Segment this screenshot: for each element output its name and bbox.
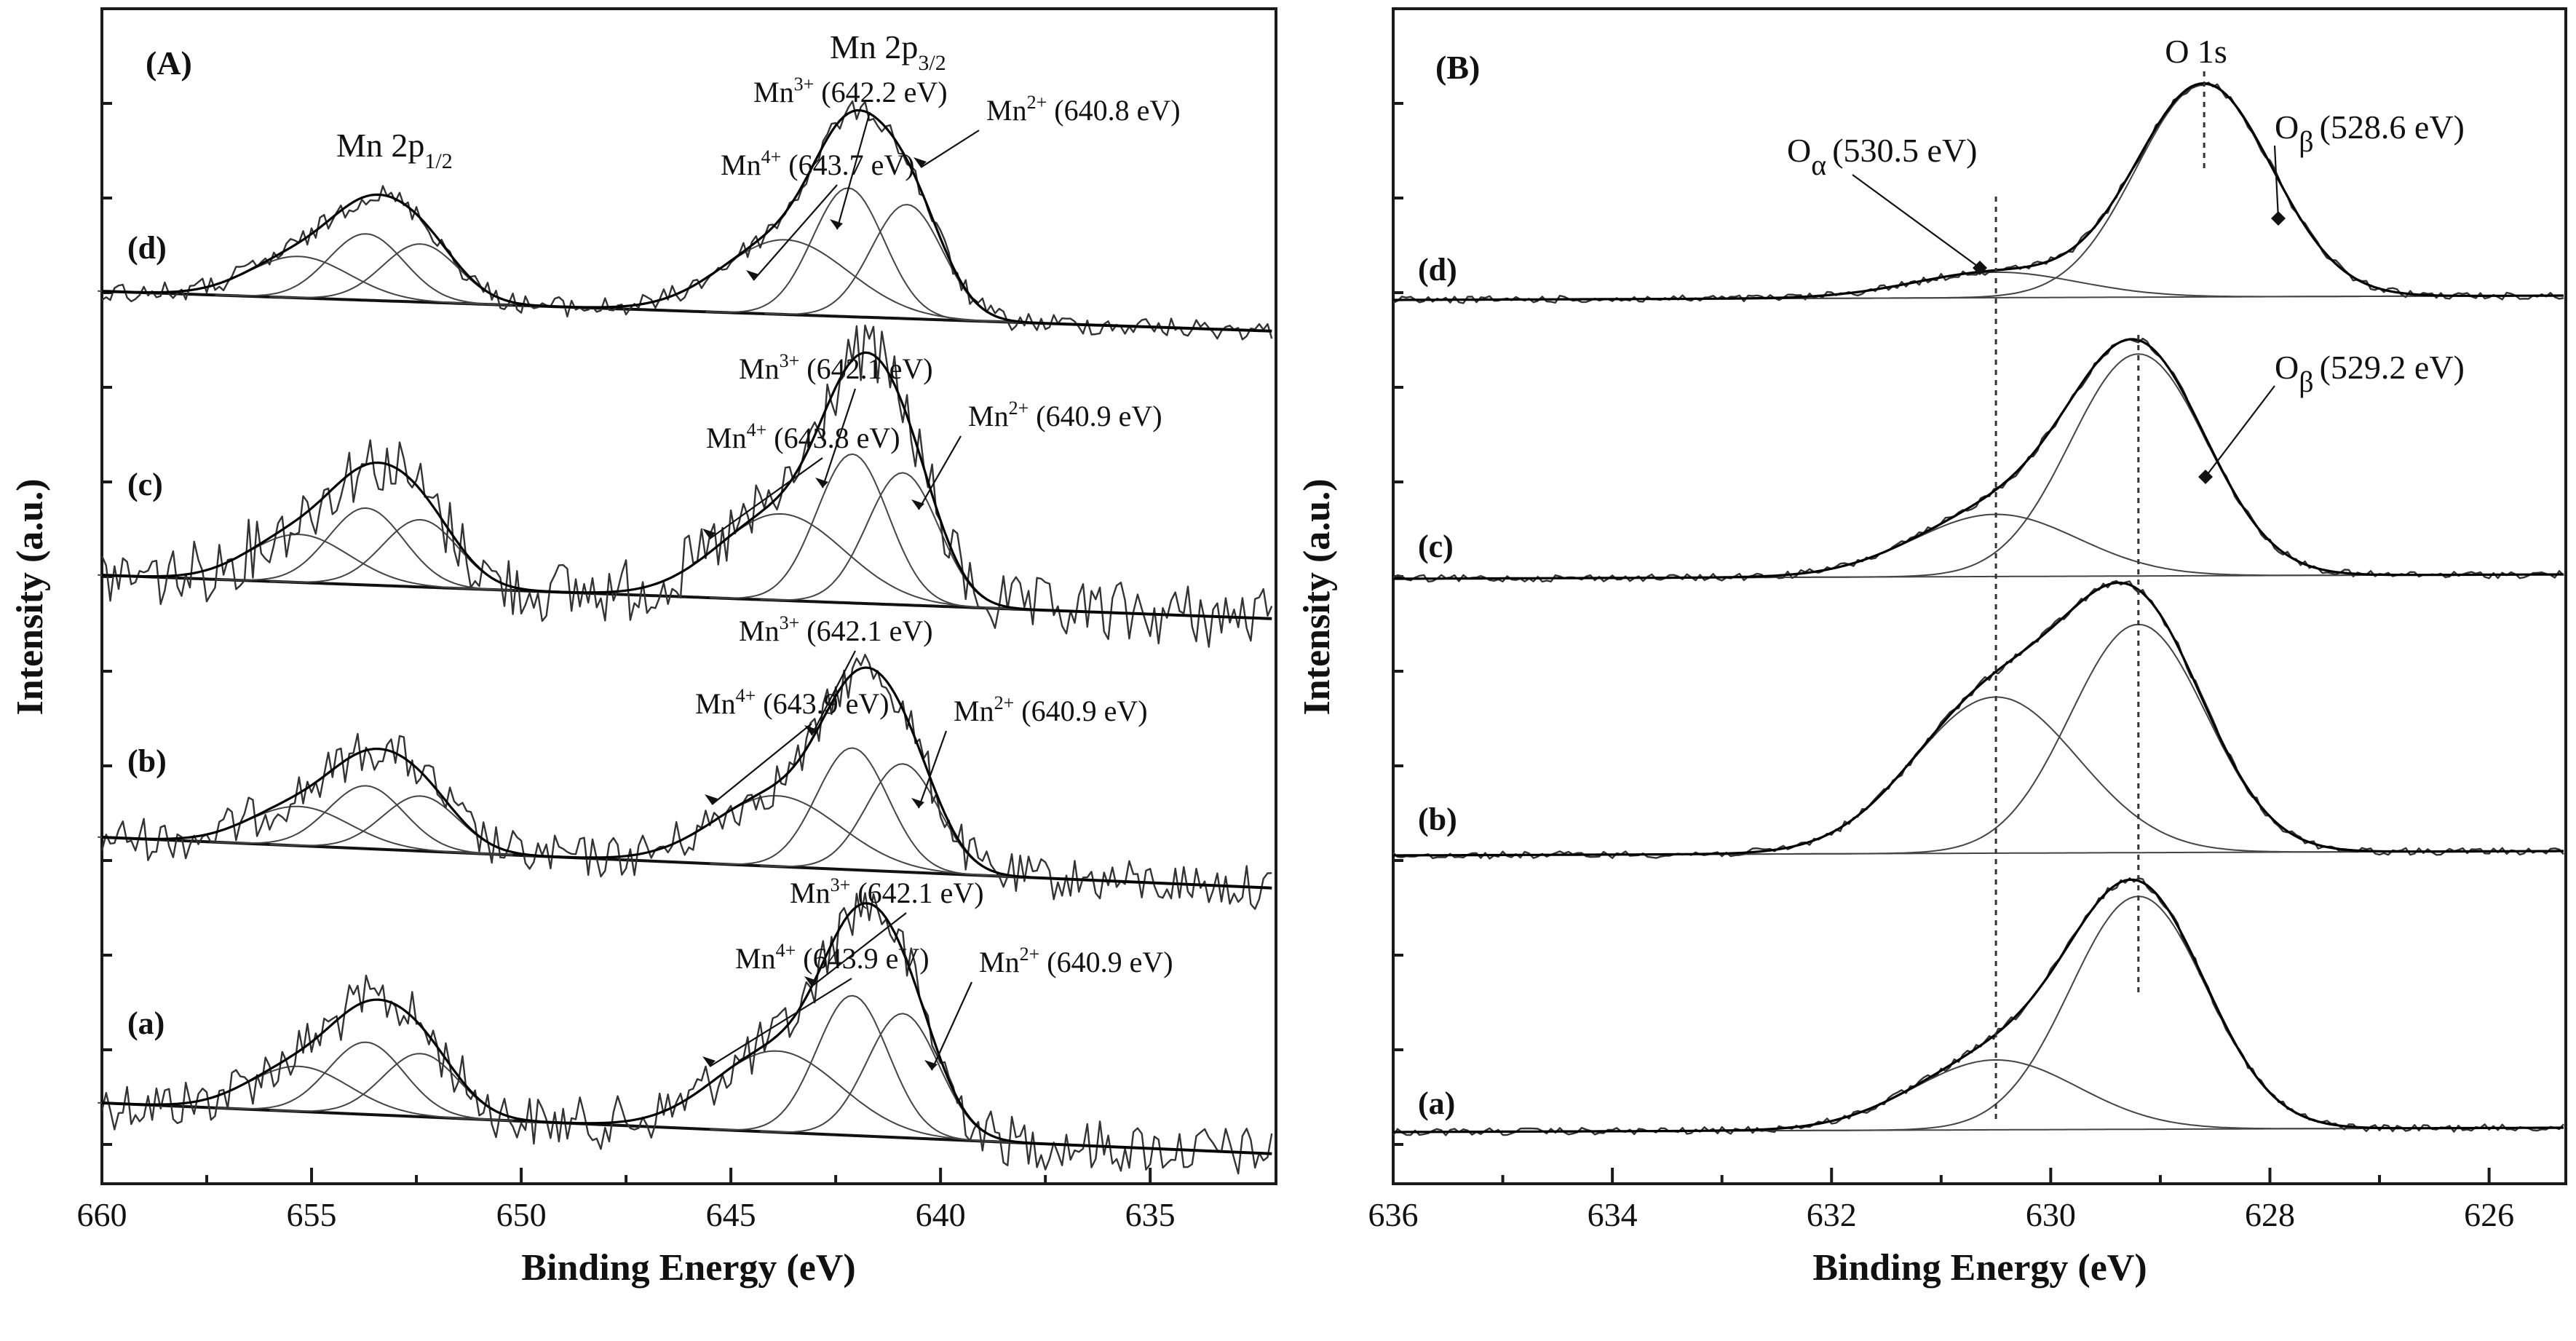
panel-a-arrow-head (702, 1056, 716, 1067)
panel-b-peak-label: Oβ (529.2 eV) (2275, 349, 2465, 398)
panel-a-arrow-head (804, 725, 817, 735)
panel-b-trace-label: (a) (1418, 1085, 1455, 1121)
panel-a-peak-label: Mn2+ (640.9 eV) (968, 397, 1162, 432)
panel-a-peak-label: Mn3+ (642.2 eV) (753, 74, 948, 108)
panel-a-fit-envelope-(b) (101, 666, 1272, 890)
panel-a-x-tick-label: 645 (706, 1196, 756, 1233)
panel-a-arrow-head (702, 529, 716, 539)
panel-b-arrow-head (2198, 470, 2213, 484)
panel-a-leader-line (709, 457, 823, 539)
panel-b-x-axis-label: Binding Energy (eV) (1812, 1247, 2147, 1289)
panel-a-trace-label: (c) (127, 467, 163, 502)
panel-a-leader-line (918, 435, 962, 510)
panel-b-frame (1392, 7, 2567, 1185)
panel-a-component-peak (215, 785, 513, 856)
panel-a-component-peak (705, 187, 987, 323)
panel-b-peak-label: Oα (530.5 eV) (1787, 132, 1977, 181)
panel-a-peak-label: Mn3+ (642.1 eV) (790, 874, 984, 909)
panel-a-component-peak (710, 747, 991, 877)
panel-a-leader-line (711, 723, 812, 805)
panel-a-peak-label: Mn3+ (642.1 eV) (739, 612, 933, 647)
panel-a-leader-line (920, 130, 980, 168)
panel-a-leader-line (836, 111, 871, 230)
panel-b-title: O 1s (2165, 33, 2227, 70)
panel-b-fit-envelope-(a) (1393, 878, 2564, 1134)
panel-a-leader-line (930, 981, 973, 1071)
panel-b-arrow-head (2271, 211, 2286, 226)
panel-a-arrow-head (924, 1060, 938, 1070)
panel-a-leader-line (811, 912, 907, 987)
panel-a-arrow-head (911, 499, 924, 510)
panel-b-arrow-head (1973, 261, 1987, 275)
panel-a-component-peak (215, 233, 513, 306)
panel-a-trace-label: (b) (127, 743, 167, 779)
panel-b-x-tick-label: 632 (1807, 1196, 1857, 1233)
panel-a-peak-label: Mn2+ (640.9 eV) (979, 944, 1173, 978)
panel-a-leader-line (811, 650, 856, 736)
panel-b-trace-label: (b) (1418, 802, 1457, 837)
panel-b-leader-line (2205, 385, 2275, 478)
panel-a-peak-label: Mn4+ (643.9 eV) (695, 685, 889, 720)
panel-b-trace-label: (d) (1418, 252, 1457, 288)
panel-a-x-tick-label: 660 (77, 1196, 127, 1233)
panel-a-x-tick-label: 640 (916, 1196, 966, 1233)
panel-a-leader-line (821, 388, 857, 488)
panel-a-peak-label: Mn4+ (643.8 eV) (706, 419, 900, 454)
panel-b-fit-envelope-(c) (1393, 338, 2564, 580)
panel-a-fit-envelope-(d) (101, 108, 1272, 333)
panel-b-leader-line (2273, 145, 2280, 219)
panel-b-fit-envelope-(b) (1393, 581, 2564, 857)
panel-b-x-tick-label: 636 (1368, 1196, 1419, 1233)
panel-b-peak-label: Oβ (528.6 eV) (2275, 108, 2465, 158)
panel-a-component-peak (710, 453, 991, 609)
panel-a-mn-2p: 660 655 650 645 640 635 (a) (b) (c) (d) Mn4+ (643… (9, 7, 1277, 1289)
panel-a-leader-line (917, 730, 948, 809)
panel-b-trace-label: (c) (1418, 529, 1454, 564)
panel-b-x-tick-label: 630 (2026, 1196, 2076, 1233)
panel-a-peak-label: Mn2+ (640.9 eV) (954, 692, 1148, 727)
panel-a-trace-label: (a) (127, 1005, 165, 1041)
panel-a-fit-envelope-(a) (101, 902, 1272, 1155)
panel-a-y-axis-label: Intensity (a.u.) (9, 478, 51, 715)
panel-a-arrow-head (705, 794, 718, 804)
panel-a-region-label: Mn 2p3/2 (830, 28, 946, 75)
panel-a-arrow-head (804, 976, 817, 986)
panel-a-arrow-head (911, 798, 924, 808)
panel-a-component-peak (215, 1041, 513, 1122)
panel-a-x-tick-label: 635 (1125, 1196, 1176, 1233)
panel-a-arrow-head (746, 270, 759, 280)
panel-a-raw-spectrum-(b) (100, 654, 1272, 910)
panel-b-raw-spectrum-(b) (1392, 579, 2564, 860)
panel-b-x-tick-label: 626 (2464, 1196, 2514, 1233)
panel-a-leader-line (709, 978, 852, 1067)
panel-a-x-axis-label: Binding Energy (eV) (521, 1247, 855, 1289)
panel-a-raw-spectrum-(c) (100, 324, 1273, 648)
panel-a-peak-label: Mn4+ (643.9 eV) (735, 940, 930, 975)
panel-a-x-tick-label: 655 (287, 1196, 337, 1233)
panel-a-peak-label: Mn2+ (640.8 eV) (986, 92, 1181, 127)
panel-a-component-peak (710, 994, 991, 1142)
panel-a-arrow-head (830, 219, 843, 229)
panel-a-frame (100, 7, 1277, 1185)
panel-b-x-tick-label: 628 (2245, 1196, 2295, 1233)
panel-b-o-1s: 636 634 632 630 628 626 (a) (b) (c) (d) Oβ (529.2 … (1296, 7, 2567, 1289)
panel-a-trace-label: (d) (127, 230, 167, 266)
panel-a-region-label: Mn 2p1/2 (336, 127, 453, 173)
panel-b-label: (B) (1435, 49, 1480, 86)
panel-a-component-peak (215, 507, 513, 591)
panel-a-peak-label: Mn3+ (642.1 eV) (739, 350, 933, 385)
panel-b-y-axis-label: Intensity (a.u.) (1296, 478, 1338, 715)
panel-a-arrow-head (815, 478, 828, 488)
panel-a-x-tick-label: 650 (496, 1196, 547, 1233)
panel-a-leader-line (753, 184, 838, 281)
panel-b-leader-line (1852, 174, 1981, 269)
panel-b-x-tick-label: 634 (1588, 1196, 1638, 1233)
panel-a-label: (A) (146, 44, 192, 82)
panel-a-peak-label: Mn4+ (643.7 eV) (721, 146, 915, 181)
panel-a-fit-envelope-(c) (101, 351, 1272, 620)
panel-a-arrow-head (914, 157, 927, 167)
